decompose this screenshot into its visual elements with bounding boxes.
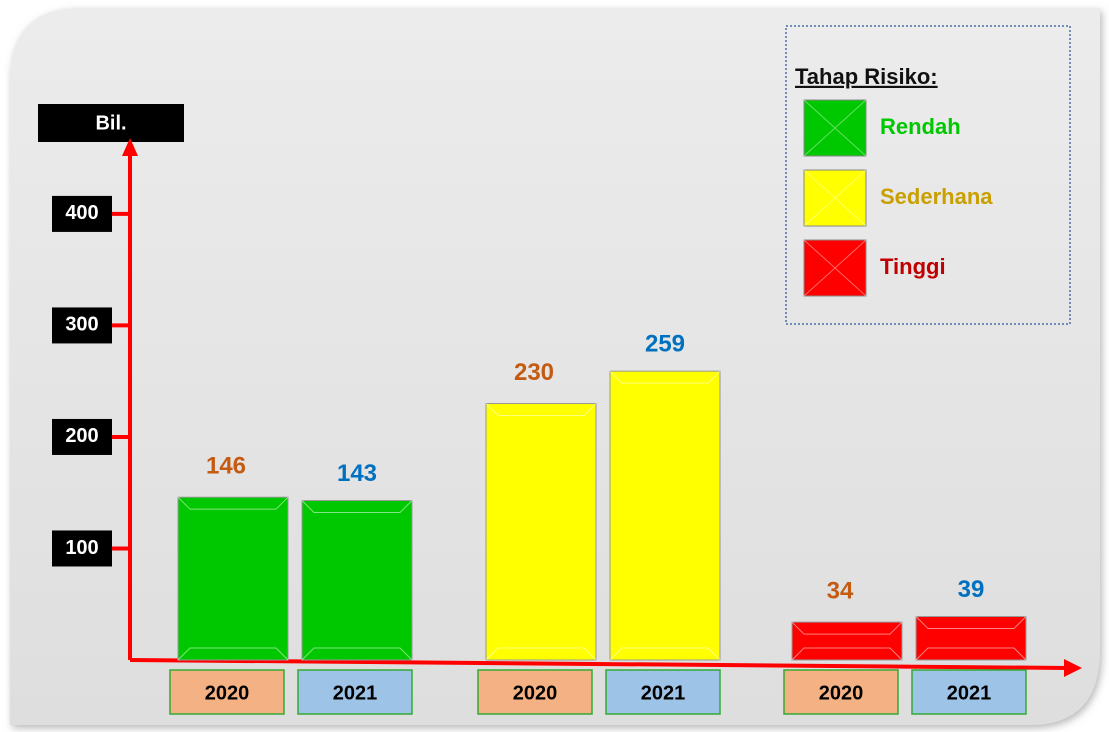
- x-tick-label: 2020: [819, 682, 864, 704]
- bar-bevel: [177, 496, 289, 661]
- legend-bevel: [803, 239, 867, 297]
- y-tick-box: [52, 307, 112, 344]
- value-label: 143: [337, 460, 377, 487]
- year-box: [477, 669, 593, 715]
- x-arrow: [1064, 659, 1082, 677]
- x-tick-label: 2020: [205, 682, 250, 704]
- y-tick-box: [52, 195, 112, 232]
- value-label: 39: [958, 576, 985, 603]
- bar: [485, 403, 597, 661]
- value-label: 230: [514, 359, 554, 386]
- bar: [301, 500, 413, 661]
- y-tick-label: 400: [65, 202, 98, 224]
- x-tick-label: 2021: [333, 682, 378, 704]
- y-axis-label: Bil.: [95, 112, 126, 134]
- x-tick-label: 2020: [513, 682, 558, 704]
- legend-label: Sederhana: [880, 184, 993, 209]
- bar: [177, 496, 289, 661]
- year-box: [911, 669, 1027, 715]
- bar: [609, 370, 721, 661]
- bar-bevel: [915, 616, 1027, 661]
- bar: [915, 616, 1027, 661]
- bar-bevel: [301, 500, 413, 661]
- bar-bevel: [791, 621, 903, 661]
- value-label: 146: [206, 453, 246, 480]
- y-tick-box: [52, 530, 112, 567]
- x-tick-label: 2021: [641, 682, 686, 704]
- legend-swatch: [803, 169, 867, 227]
- value-label: 34: [827, 577, 854, 604]
- y-label-box: [38, 104, 184, 142]
- y-tick-label: 200: [65, 425, 98, 447]
- legend-label: Tinggi: [880, 254, 946, 279]
- y-tick-box: [52, 418, 112, 455]
- bar-bevel: [485, 403, 597, 661]
- value-label: 259: [645, 331, 685, 358]
- legend-label: Rendah: [880, 114, 961, 139]
- y-tick-label: 300: [65, 314, 98, 336]
- legend-title: Tahap Risiko:: [795, 64, 938, 89]
- year-box: [605, 669, 721, 715]
- year-box: [297, 669, 413, 715]
- year-box: [169, 669, 285, 715]
- legend-swatch: [803, 239, 867, 297]
- legend-bevel: [803, 169, 867, 227]
- legend-box: [785, 25, 1071, 325]
- legend-swatch: [803, 99, 867, 157]
- x-tick-label: 2021: [947, 682, 992, 704]
- bar: [791, 621, 903, 661]
- year-box: [783, 669, 899, 715]
- x-axis: [129, 658, 1069, 670]
- y-arrow: [122, 138, 138, 156]
- y-tick-label: 100: [65, 537, 98, 559]
- legend-bevel: [803, 99, 867, 157]
- bar-bevel: [609, 370, 721, 661]
